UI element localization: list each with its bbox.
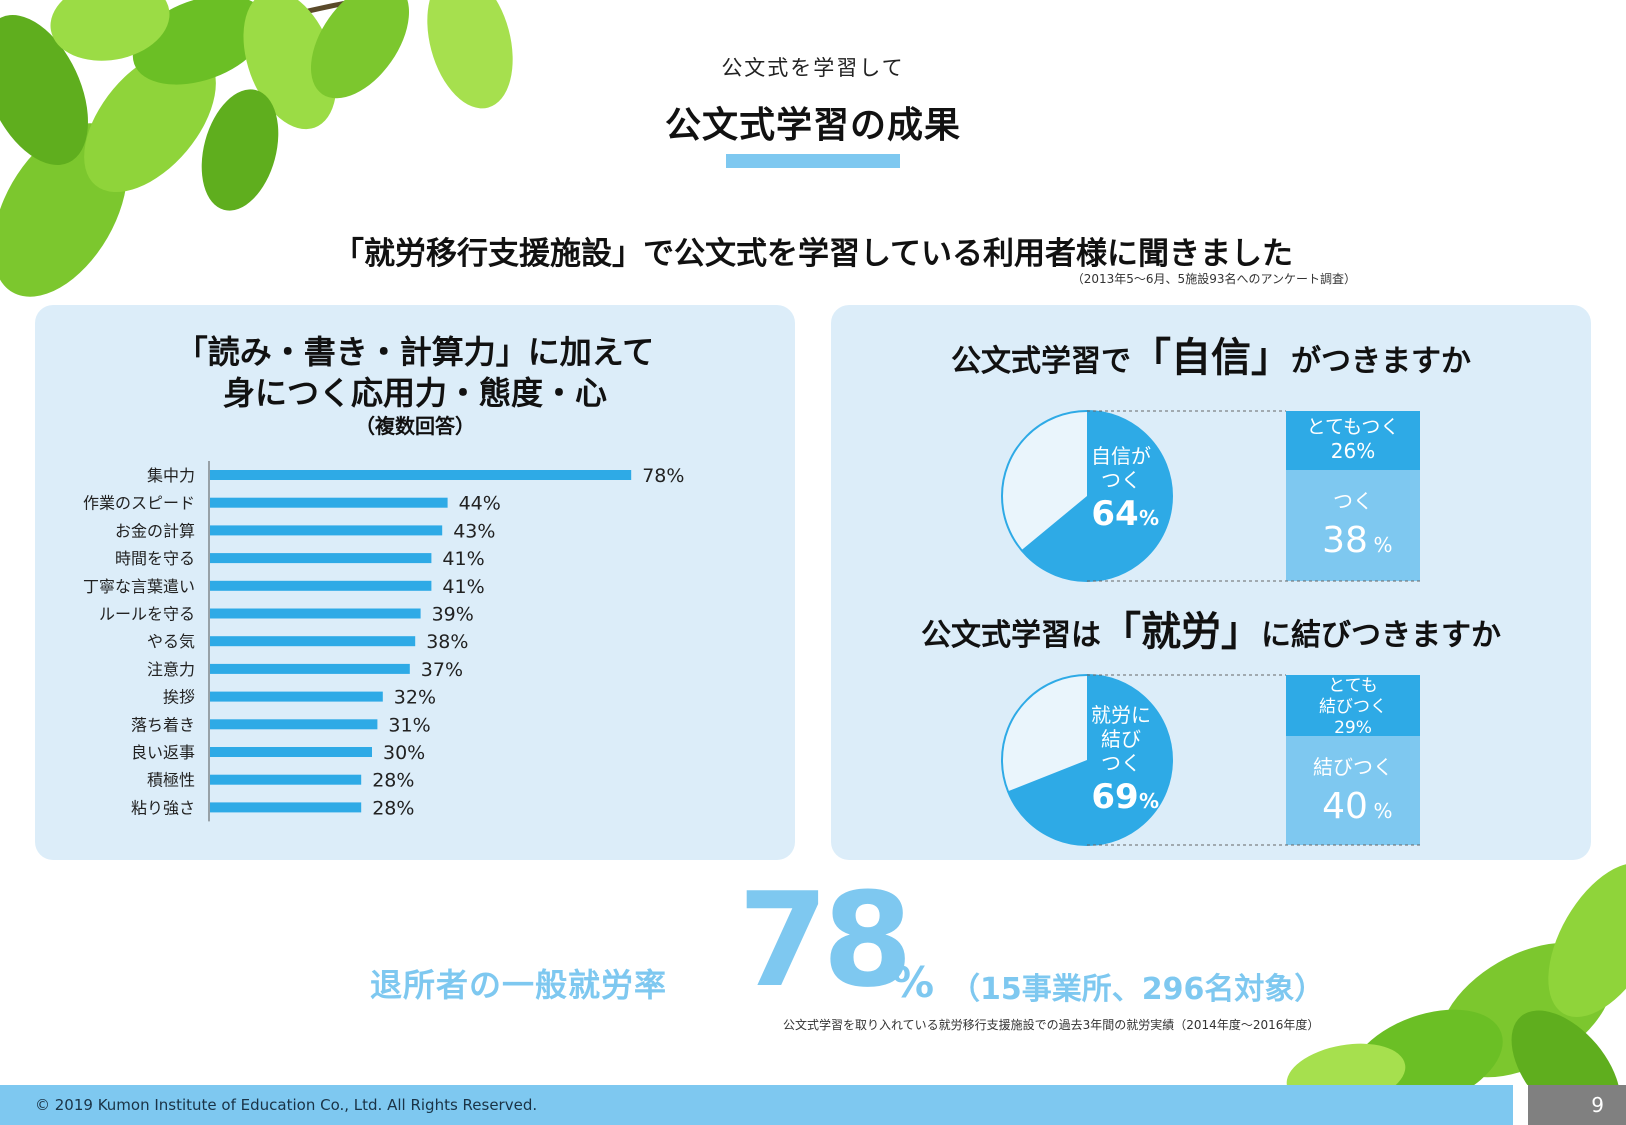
- pie-slice-label: つく: [1101, 468, 1141, 492]
- bar-category-label: ルールを守る: [99, 605, 195, 624]
- pie-slice-label: 就労に: [1091, 703, 1151, 727]
- bar-category-label: 作業のスピード: [83, 494, 195, 513]
- page-number: 9: [1591, 1093, 1604, 1117]
- bar-value-label: 31%: [388, 714, 430, 736]
- employment-rate-percent: %: [892, 958, 935, 1007]
- confidence-question-pre: 公文式学習で: [951, 344, 1131, 379]
- bar: [210, 608, 421, 619]
- breakdown-normal-label: つく: [1333, 489, 1373, 513]
- breakdown-strong-label: 結びつく: [1319, 697, 1387, 717]
- breakdown-box-strong: [1286, 675, 1420, 736]
- breakdown-strong-label: とてもつく: [1307, 416, 1400, 438]
- bar: [210, 691, 383, 702]
- breakdown-strong-value: 26%: [1331, 439, 1375, 463]
- pie-slice-label: 結び: [1101, 727, 1141, 751]
- confidence-question: 公文式学習で「自信」がつきますか: [831, 325, 1591, 383]
- title-underline: [726, 154, 900, 168]
- pie-value-percent: %: [1139, 506, 1159, 530]
- employment-rate-value: 78: [738, 864, 913, 1016]
- bar-value-label: 28%: [372, 797, 414, 819]
- confidence-question-key: 「自信」: [1131, 335, 1291, 381]
- bar-value-label: 44%: [459, 493, 501, 515]
- bar-category-label: やる気: [147, 632, 195, 651]
- bar: [210, 497, 448, 508]
- breakdown-normal-label: 結びつく: [1313, 755, 1393, 779]
- confidence-question-post: がつきますか: [1291, 344, 1471, 379]
- skills-title-line1: 「読み・書き・計算力」に加えて: [175, 333, 655, 371]
- survey-note: （2013年5～6月、5施設93名へのアンケート調査）: [1071, 272, 1356, 286]
- bar-category-label: お金の計算: [115, 521, 195, 540]
- confidence-employment-panel: 公文式学習で「自信」がつきますか 公文式学習は「就労」に結びつきますか 自信がつ…: [831, 305, 1591, 860]
- bar: [210, 802, 362, 813]
- skills-title-note: （複数回答）: [355, 414, 475, 438]
- breakdown-normal-value: 40: [1322, 786, 1368, 827]
- employment-question-pre: 公文式学習は: [921, 618, 1101, 653]
- copyright-text: © 2019 Kumon Institute of Education Co.,…: [35, 1096, 538, 1114]
- breakdown-normal-percent: %: [1373, 533, 1392, 557]
- page-title: 公文式学習の成果: [664, 105, 961, 146]
- breakdown-box-normal: [1286, 470, 1420, 581]
- bar: [210, 719, 378, 730]
- pie-value: 69: [1091, 777, 1138, 817]
- breakdown-normal-percent: %: [1373, 799, 1392, 823]
- bar-category-label: 丁寧な言葉遣い: [83, 577, 195, 596]
- bar-category-label: 時間を守る: [115, 549, 195, 568]
- bar-value-label: 30%: [383, 742, 425, 764]
- bar: [210, 663, 410, 674]
- breakdown-strong-label: とても: [1328, 676, 1378, 696]
- breakdown-normal-value: 38: [1322, 520, 1368, 561]
- employment-question-key: 「就労」: [1101, 609, 1261, 655]
- breakdown-box-normal: [1286, 736, 1420, 845]
- bar-category-label: 落ち着き: [131, 715, 195, 734]
- employment-question-post: に結びつきますか: [1261, 618, 1501, 653]
- bar: [210, 774, 362, 785]
- employment-question: 公文式学習は「就労」に結びつきますか: [831, 599, 1591, 657]
- bar: [210, 553, 432, 564]
- bar-category-label: 挨拶: [163, 688, 195, 707]
- bar-category-label: 注意力: [147, 660, 195, 679]
- leaves-decoration-bottom-right: [1286, 863, 1626, 1085]
- pie-slice-label: 自信が: [1091, 444, 1151, 468]
- bar: [210, 580, 432, 591]
- bar-value-label: 43%: [453, 520, 495, 542]
- bar-value-label: 41%: [442, 576, 484, 598]
- employment-rate-label: 退所者の一般就労率: [370, 966, 668, 1004]
- bar-value-label: 32%: [394, 687, 436, 709]
- bar-category-label: 積極性: [147, 771, 195, 790]
- bar-value-label: 28%: [372, 770, 414, 792]
- pie-slice: [1021, 411, 1172, 581]
- skills-panel: 「読み・書き・計算力」に加えて 身につく応用力・態度・心 （複数回答） 集中力 7…: [35, 305, 795, 860]
- pie-value-percent: %: [1139, 789, 1159, 813]
- survey-headline: 「就労移行支援施設」で公文式を学習している利用者様に聞きました: [332, 236, 1294, 272]
- page-number-box: [1528, 1085, 1626, 1125]
- bar-category-label: 良い返事: [131, 743, 195, 762]
- bar: [210, 747, 372, 757]
- employment-rate-scope: （15事業所、296名対象）: [950, 972, 1325, 1007]
- footer-bar: [0, 1085, 1513, 1125]
- pie-slice: [1007, 675, 1172, 845]
- skills-title-line2: 身につく応用力・態度・心: [222, 374, 607, 412]
- bar-category-label: 粘り強さ: [131, 798, 195, 817]
- bar-value-label: 39%: [432, 604, 474, 626]
- skills-bar-chart: 集中力 78% 作業のスピード 44% お金の計算 43% 時間を守る 41% 丁寧な言葉遣い 4…: [83, 461, 684, 822]
- employment-rate-footnote: 公文式学習を取り入れている就労移行支援施設での過去3年間の就労実績（2014年度…: [783, 1018, 1320, 1032]
- bar: [210, 470, 632, 480]
- breakdown-box-strong: [1286, 411, 1420, 470]
- bar: [210, 636, 416, 647]
- breakdown-strong-value: 29%: [1334, 718, 1372, 738]
- bar-value-label: 38%: [426, 631, 468, 653]
- bar-value-label: 78%: [642, 465, 684, 487]
- bar: [210, 525, 443, 536]
- page-subtitle: 公文式を学習して: [721, 56, 905, 80]
- pie-slice-label: つく: [1101, 751, 1141, 775]
- bar-value-label: 37%: [421, 659, 463, 681]
- leaves-decoration-top-left: [0, 0, 513, 297]
- pie-value: 64: [1091, 494, 1138, 534]
- bar-value-label: 41%: [442, 548, 484, 570]
- bar-category-label: 集中力: [147, 466, 195, 485]
